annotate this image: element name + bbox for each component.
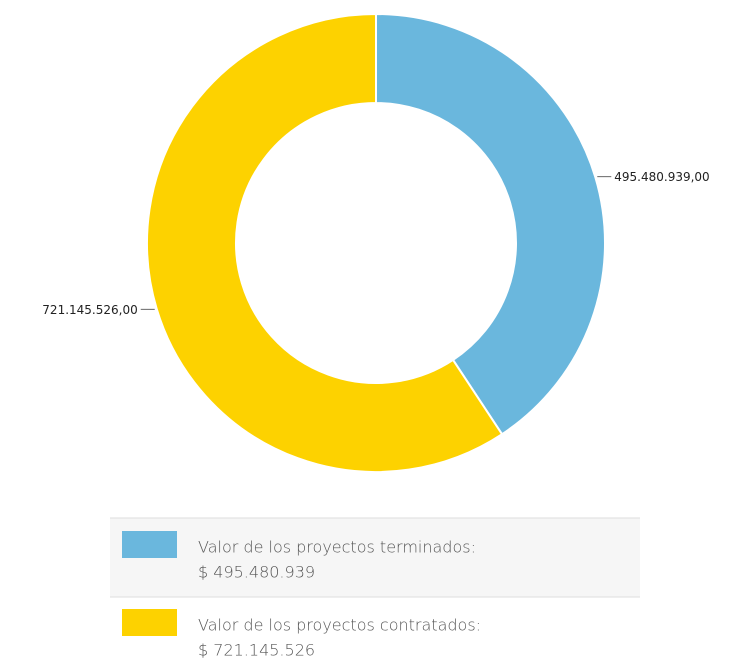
legend-label: Valor de los proyectos contratados: [198, 616, 481, 635]
donut-segment [375, 12, 606, 436]
donut-segment [146, 12, 504, 473]
legend-row-bg [110, 518, 640, 597]
legend-label: Valor de los proyectos terminados: [198, 538, 476, 557]
legend-value: $ 721.145.526 [198, 641, 315, 658]
data-label: 721.145.526,00 [42, 303, 137, 317]
legend-swatch [122, 531, 177, 558]
legend-value: $ 495.480.939 [198, 563, 315, 582]
data-label: 495.480.939,00 [614, 170, 709, 184]
legend-swatch [122, 609, 177, 636]
